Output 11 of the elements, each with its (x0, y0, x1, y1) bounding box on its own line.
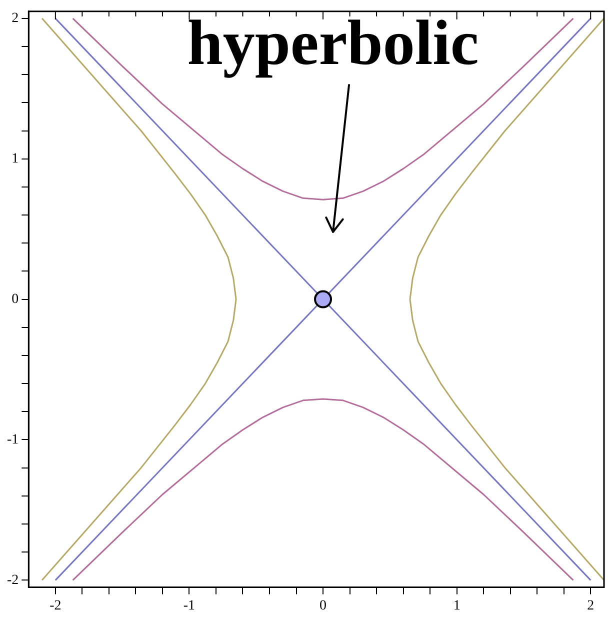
y-tick-label: 0 (12, 292, 19, 307)
y-tick-label: -2 (6, 572, 19, 588)
x-tick-label: 0 (320, 598, 327, 614)
x-tick-label: 2 (587, 598, 594, 614)
x-tick-label: 1 (453, 598, 460, 614)
y-tick-label: 2 (12, 11, 19, 26)
y-tick-label: -1 (6, 432, 19, 448)
x-tick-label: -1 (183, 598, 196, 614)
annotation: hyperbolic (187, 7, 479, 78)
x-tick-label: -2 (50, 598, 62, 614)
y-tick-label: 1 (12, 152, 19, 167)
